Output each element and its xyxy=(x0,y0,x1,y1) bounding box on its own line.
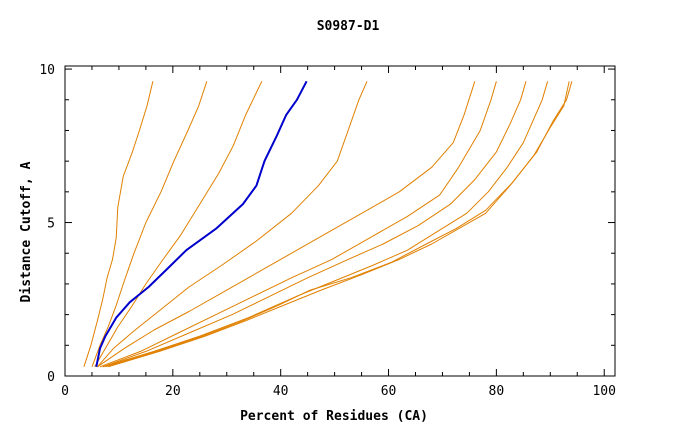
plot-frame xyxy=(64,65,616,377)
ticks-layer: 0 20 40 60 80 100 0 5 10 xyxy=(39,63,616,399)
series-line xyxy=(99,81,497,368)
y-tick-label: 5 xyxy=(47,217,55,232)
series-line xyxy=(107,81,573,368)
y-axis-label: Distance Cutoff, A xyxy=(19,161,34,302)
series-line xyxy=(105,81,570,368)
x-tick-label: 100 xyxy=(592,384,615,399)
x-tick-label: 40 xyxy=(273,384,289,399)
series-line xyxy=(97,81,368,368)
y-tick-label: 10 xyxy=(39,63,55,78)
series-line xyxy=(97,81,476,368)
x-tick-label: 60 xyxy=(381,384,397,399)
series-line xyxy=(94,81,263,368)
x-tick-label: 20 xyxy=(165,384,181,399)
x-tick-label: 0 xyxy=(61,384,69,399)
series-line xyxy=(91,81,208,367)
series-line xyxy=(83,81,154,367)
series-line xyxy=(102,81,549,368)
series-line xyxy=(102,81,527,368)
highlight-series-line xyxy=(95,80,308,367)
x-tick-label: 80 xyxy=(489,384,505,399)
chart-title: S0987-D1 xyxy=(317,19,380,34)
y-tick-label: 0 xyxy=(47,370,55,385)
series-layer xyxy=(83,80,573,368)
x-axis-label: Percent of Residues (CA) xyxy=(240,409,428,424)
